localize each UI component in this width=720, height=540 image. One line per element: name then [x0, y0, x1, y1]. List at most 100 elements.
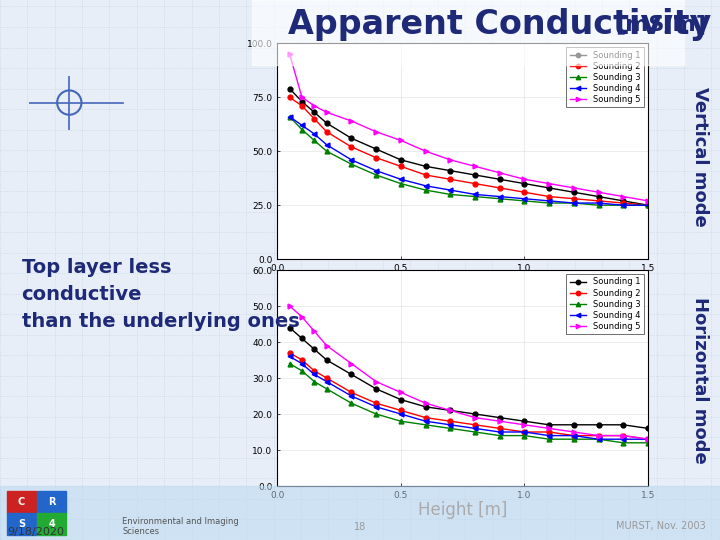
- Sounding 1: [495, 414, 504, 421]
- Sounding 2: [495, 425, 504, 431]
- Sounding 1: [421, 163, 430, 170]
- Sounding 2: [520, 429, 528, 435]
- Line: Sounding 1: Sounding 1: [287, 325, 650, 431]
- Sounding 3: [471, 429, 480, 435]
- Sounding 1: [570, 189, 578, 195]
- Sounding 1: [471, 172, 480, 178]
- Sounding 3: [372, 411, 380, 417]
- Sounding 4: [446, 422, 454, 428]
- Sounding 4: [310, 131, 318, 137]
- Sounding 4: [520, 195, 528, 202]
- Sounding 1: [446, 407, 454, 414]
- Sounding 1: [619, 422, 628, 428]
- Sounding 5: [644, 198, 652, 204]
- Sounding 4: [446, 187, 454, 193]
- Sounding 4: [310, 371, 318, 377]
- Text: Height [m]: Height [m]: [418, 501, 508, 519]
- Sounding 2: [545, 429, 554, 435]
- Sounding 2: [421, 414, 430, 421]
- Sounding 1: [421, 403, 430, 410]
- Sounding 2: [471, 422, 480, 428]
- Text: Horizontal mode: Horizontal mode: [691, 298, 708, 464]
- Sounding 1: [594, 422, 603, 428]
- Sounding 5: [594, 189, 603, 195]
- Sounding 4: [297, 122, 306, 129]
- Sounding 3: [347, 400, 356, 407]
- Sounding 5: [495, 170, 504, 176]
- Sounding 4: [347, 393, 356, 399]
- Sounding 1: [619, 198, 628, 204]
- Text: than the underlying ones: than the underlying ones: [22, 312, 300, 331]
- Sounding 3: [471, 193, 480, 200]
- Line: Sounding 5: Sounding 5: [287, 51, 650, 204]
- Line: Sounding 2: Sounding 2: [287, 94, 650, 208]
- Sounding 4: [372, 403, 380, 410]
- Sounding 1: [545, 185, 554, 191]
- Sounding 4: [545, 198, 554, 204]
- Sounding 4: [570, 433, 578, 439]
- Sounding 4: [644, 436, 652, 442]
- Sounding 4: [323, 379, 331, 385]
- Sounding 1: [323, 120, 331, 126]
- Sounding 1: [297, 335, 306, 342]
- Sounding 2: [285, 94, 294, 100]
- Sounding 5: [297, 94, 306, 100]
- Sounding 3: [644, 440, 652, 446]
- Sounding 1: [372, 386, 380, 392]
- Sounding 1: [285, 325, 294, 331]
- Sounding 3: [446, 425, 454, 431]
- Text: Environmental and Imaging
Sciences: Environmental and Imaging Sciences: [122, 517, 239, 536]
- Text: conductive: conductive: [22, 285, 142, 304]
- Sounding 3: [421, 422, 430, 428]
- Sounding 3: [347, 161, 356, 167]
- Text: S: S: [18, 519, 25, 529]
- Sounding 3: [594, 202, 603, 208]
- Sounding 1: [310, 346, 318, 353]
- Sounding 3: [520, 433, 528, 439]
- Sounding 3: [397, 180, 405, 187]
- Sounding 4: [397, 411, 405, 417]
- Line: Sounding 4: Sounding 4: [287, 354, 650, 442]
- Line: Sounding 3: Sounding 3: [287, 361, 650, 446]
- Sounding 5: [594, 433, 603, 439]
- Sounding 3: [323, 148, 331, 154]
- Sounding 2: [594, 198, 603, 204]
- Sounding 5: [619, 433, 628, 439]
- Sounding 2: [471, 180, 480, 187]
- Sounding 4: [520, 429, 528, 435]
- Sounding 1: [495, 176, 504, 183]
- Sounding 1: [545, 422, 554, 428]
- Sounding 5: [495, 418, 504, 424]
- Sounding 5: [471, 163, 480, 170]
- Sounding 5: [285, 303, 294, 309]
- Sounding 4: [421, 183, 430, 189]
- Sounding 3: [594, 436, 603, 442]
- Sounding 3: [285, 113, 294, 120]
- Legend: Sounding 1, Sounding 2, Sounding 3, Sounding 4, Sounding 5: Sounding 1, Sounding 2, Sounding 3, Soun…: [566, 48, 644, 107]
- Sounding 3: [297, 368, 306, 374]
- Sounding 5: [347, 360, 356, 367]
- Sounding 3: [520, 198, 528, 204]
- Sounding 5: [520, 422, 528, 428]
- Sounding 2: [285, 349, 294, 356]
- Sounding 3: [297, 126, 306, 133]
- Sounding 2: [644, 202, 652, 208]
- Sounding 5: [545, 180, 554, 187]
- Sounding 5: [545, 425, 554, 431]
- Sounding 3: [570, 436, 578, 442]
- Sounding 4: [421, 418, 430, 424]
- Sounding 5: [446, 407, 454, 414]
- Sounding 3: [446, 191, 454, 198]
- Sounding 5: [570, 429, 578, 435]
- Sounding 2: [397, 407, 405, 414]
- Sounding 1: [297, 98, 306, 105]
- Sounding 2: [323, 129, 331, 135]
- Text: Vertical mode: Vertical mode: [691, 87, 708, 226]
- Sounding 4: [495, 193, 504, 200]
- Sounding 2: [347, 144, 356, 150]
- Sounding 2: [397, 163, 405, 170]
- Sounding 2: [372, 400, 380, 407]
- Sounding 1: [594, 193, 603, 200]
- Sounding 1: [372, 146, 380, 152]
- Sounding 5: [310, 103, 318, 109]
